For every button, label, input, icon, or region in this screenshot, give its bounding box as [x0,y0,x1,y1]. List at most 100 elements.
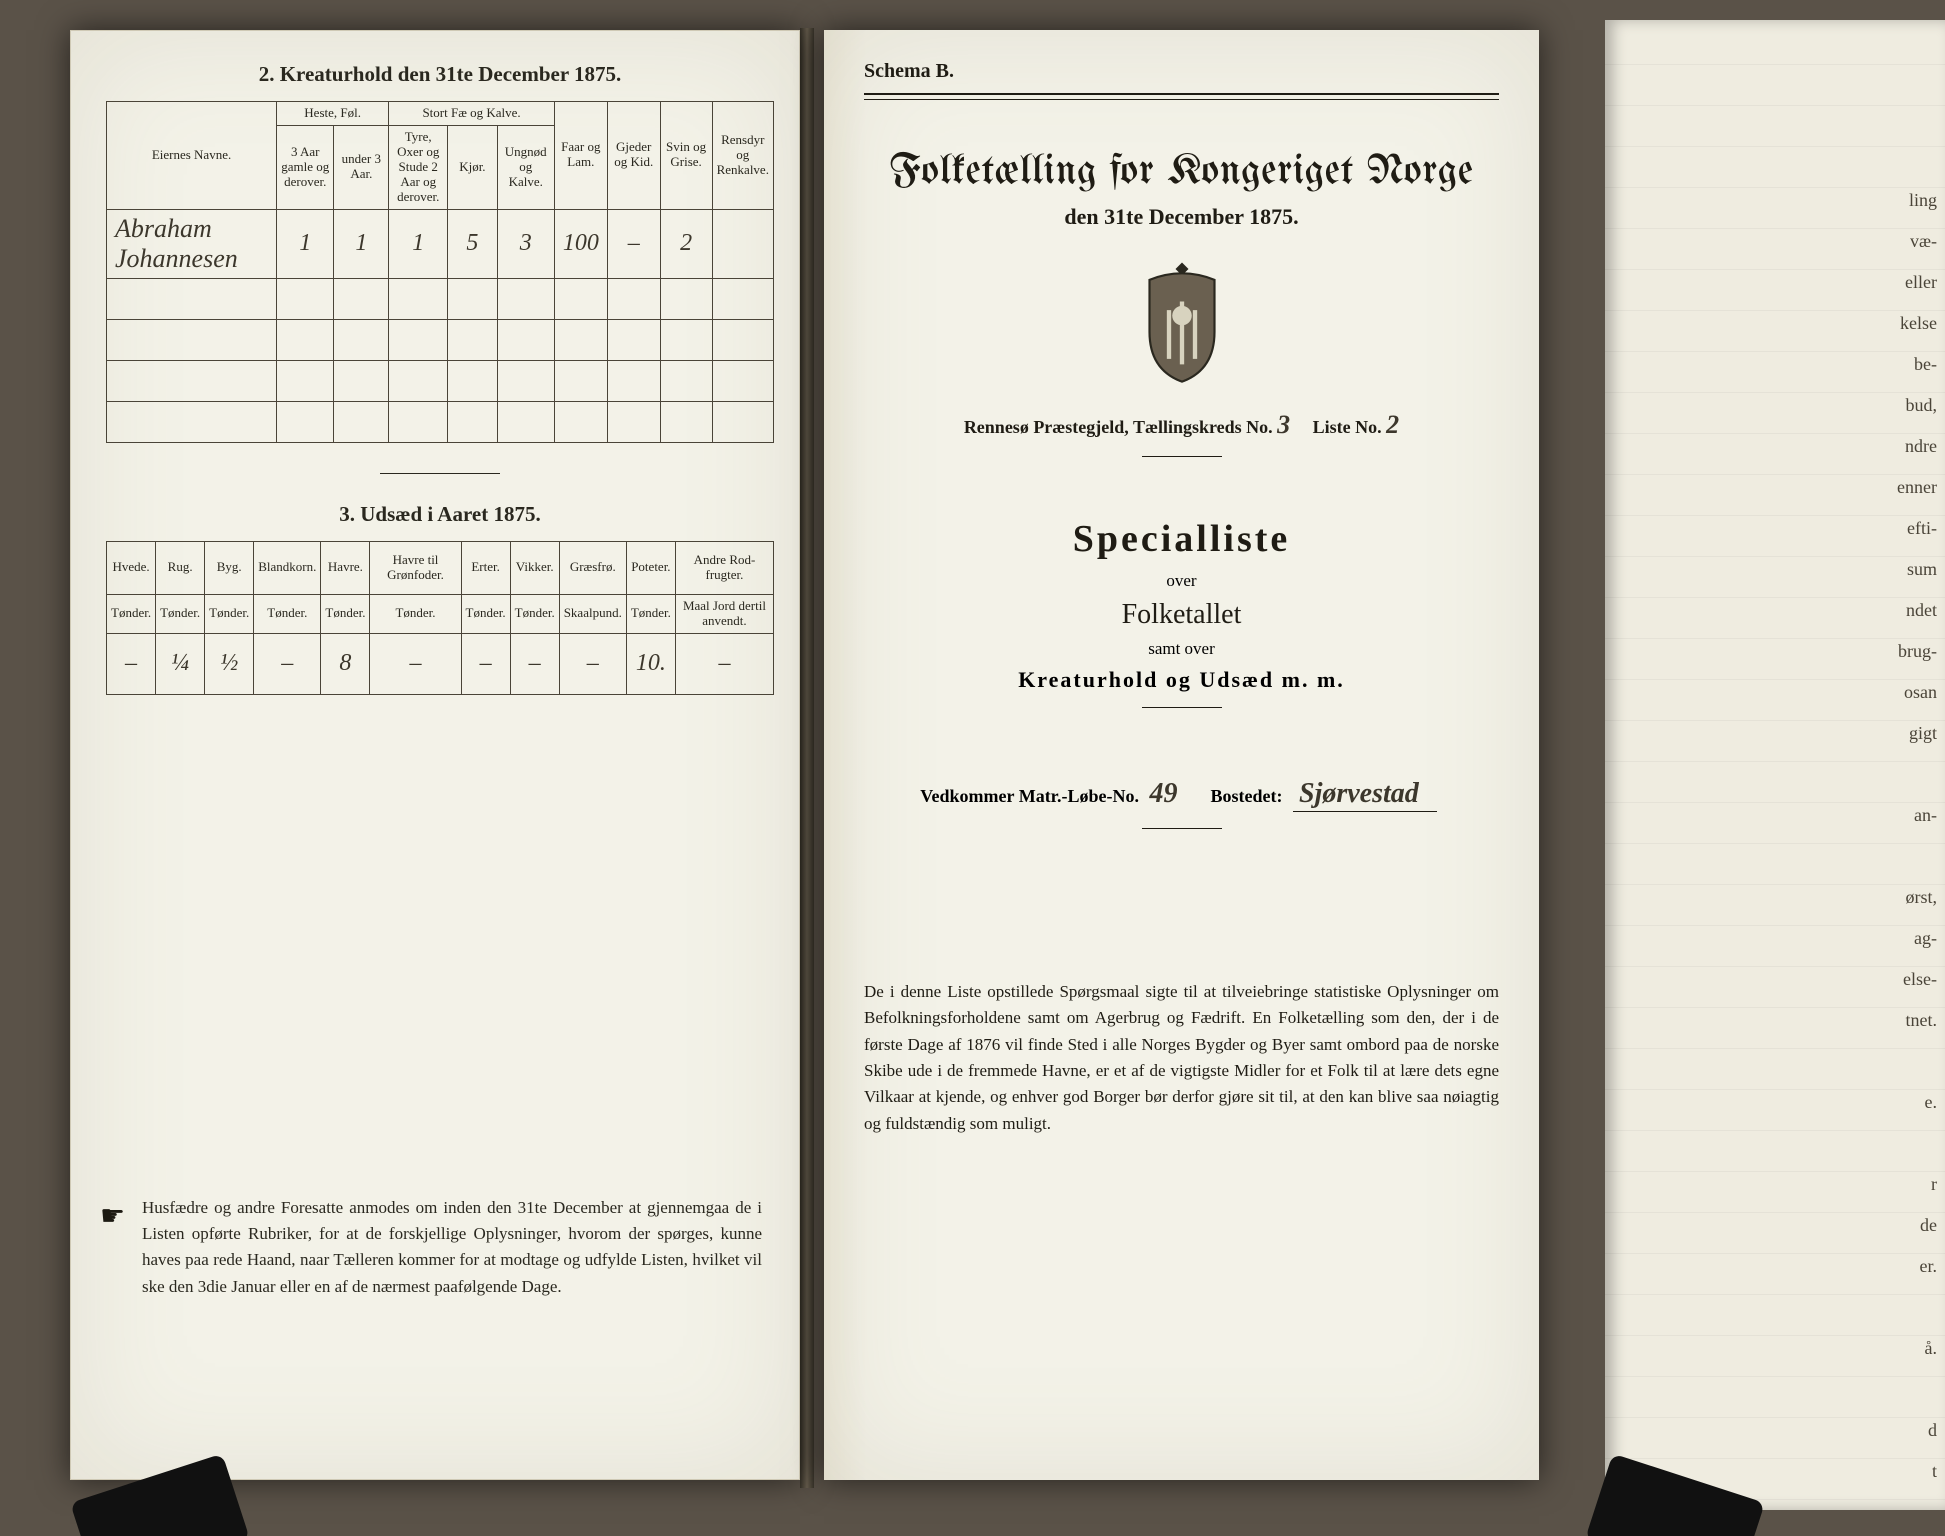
liste-label: Liste No. [1313,417,1382,437]
samt-over-text: samt over [864,639,1499,659]
page-stack-fragment: be- [1605,352,1945,393]
group-heste: Heste, Føl. [277,102,389,126]
page-stack-fragment [1605,1049,1945,1090]
sowing-col-unit: Tønder. [107,594,156,633]
page-stack-fragment: e. [1605,1090,1945,1131]
col-faar: Faar og Lam. [554,102,607,210]
livestock-table: Eiernes Navne. Heste, Føl. Stort Fæ og K… [106,101,774,443]
sowing-value: ½ [205,633,254,694]
col-svin: Svin og Grise. [660,102,712,210]
census-date: den 31te December 1875. [864,204,1499,230]
page-stack-fragment [1605,65,1945,106]
sowing-col-unit: Tønder. [205,594,254,633]
page-stack-fragment [1605,844,1945,885]
page-stack-fragment: ndet [1605,598,1945,639]
sowing-col-header: Rug. [156,541,205,594]
val-rensdyr [712,209,773,278]
page-stack-fragment [1605,762,1945,803]
col-stort-c: Ungnød og Kalve. [497,125,554,209]
val-heste-a: 1 [277,209,334,278]
sowing-col-header: Poteter. [626,541,675,594]
owner-name: Abraham Johannesen [107,209,277,278]
val-heste-b: 1 [334,209,389,278]
page-stack-fragment [1605,1377,1945,1418]
val-stort-c: 3 [497,209,554,278]
page-stack-fragment: kelse [1605,311,1945,352]
sowing-value: – [107,633,156,694]
val-gjeder: – [607,209,660,278]
matr-number: 49 [1150,778,1178,809]
page-stack-fragment: gigt [1605,721,1945,762]
page-stack-fragment: er. [1605,1254,1945,1295]
sowing-value: ¼ [156,633,205,694]
page-stack-fragment: efti- [1605,516,1945,557]
blank-row [107,319,774,360]
specialliste-heading: Specialliste [864,517,1499,561]
sowing-col-unit: Maal Jord dertil anvendt. [675,594,773,633]
short-rule [1142,456,1222,457]
page-stack-fragment: r [1605,1172,1945,1213]
district-line: Rennesø Præstegjeld, Tællingskreds No. 3… [864,410,1499,440]
matr-line: Vedkommer Matr.-Løbe-No. 49 Bostedet: Sj… [864,778,1499,810]
page-stack-fragment: tnet. [1605,1008,1945,1049]
sowing-table: Hvede.Rug.Byg.Blandkorn.Havre.Havre til … [106,541,774,695]
page-stack-fragment: ørst, [1605,885,1945,926]
sowing-value: – [559,633,626,694]
footnote-text: Husfædre og andre Foresatte anmodes om i… [142,1198,762,1296]
sowing-col-unit: Tønder. [461,594,510,633]
val-stort-a: 1 [389,209,448,278]
divider [380,473,500,474]
explanatory-body: De i denne Liste opstillede Spørgsmaal s… [864,979,1499,1137]
kreatur-heading: Kreaturhold og Udsæd m. m. [864,667,1499,693]
page-stack-fragment [1605,106,1945,147]
livestock-row: Abraham Johannesen 1 1 1 5 3 100 – 2 [107,209,774,278]
sowing-col-header: Erter. [461,541,510,594]
sowing-value: – [510,633,559,694]
sowing-col-header: Vikker. [510,541,559,594]
sowing-col-unit: Tønder. [321,594,370,633]
blank-row [107,401,774,442]
col-stort-a: Tyre, Oxer og Stude 2 Aar og derover. [389,125,448,209]
page-stack-fragment: bud, [1605,393,1945,434]
page-stack-fragment: ag- [1605,926,1945,967]
page-stack-fragment: ling [1605,188,1945,229]
sowing-col-header: Havre. [321,541,370,594]
col-heste-b: under 3 Aar. [334,125,389,209]
page-stack-fragment: else- [1605,967,1945,1008]
short-rule [1142,828,1222,829]
sowing-col-unit: Tønder. [156,594,205,633]
sowing-value: 10. [626,633,675,694]
page-stack-fragment: enner [1605,475,1945,516]
page-stack-fragment: de [1605,1213,1945,1254]
page-stack-fragment: sum [1605,557,1945,598]
col-owner: Eiernes Navne. [107,102,277,210]
sowing-value: – [675,633,773,694]
sowing-col-header: Havre til Grønfoder. [370,541,461,594]
col-stort-b: Kjør. [448,125,497,209]
blank-row [107,278,774,319]
page-stack-fragment [1605,1295,1945,1336]
page-stack: lingvæ-ellerkelsebe-bud,ndreennerefti-su… [1605,20,1945,1510]
liste-number: 2 [1386,410,1399,439]
page-stack-fragment: eller [1605,270,1945,311]
short-rule [1142,707,1222,708]
sowing-col-unit: Tønder. [510,594,559,633]
val-stort-b: 5 [448,209,497,278]
col-rensdyr: Rensdyr og Renkalve. [712,102,773,210]
col-heste-a: 3 Aar gamle og derover. [277,125,334,209]
sowing-col-unit: Tønder. [254,594,321,633]
sowing-col-unit: Tønder. [626,594,675,633]
sowing-value: – [370,633,461,694]
blank-row [107,360,774,401]
section3-title: 3. Udsæd i Aaret 1875. [106,502,774,527]
right-page: Schema B. Folketælling for Kongeriget No… [824,30,1539,1480]
sowing-col-unit: Skaalpund. [559,594,626,633]
sowing-value: – [254,633,321,694]
pointing-hand-icon: ☛ [100,1195,125,1238]
page-stack-fragment: osan [1605,680,1945,721]
census-title: Folketælling for Kongeriget Norge [864,150,1499,194]
sowing-col-unit: Tønder. [370,594,461,633]
sowing-value: – [461,633,510,694]
sowing-col-header: Græsfrø. [559,541,626,594]
page-stack-fragment: brug- [1605,639,1945,680]
